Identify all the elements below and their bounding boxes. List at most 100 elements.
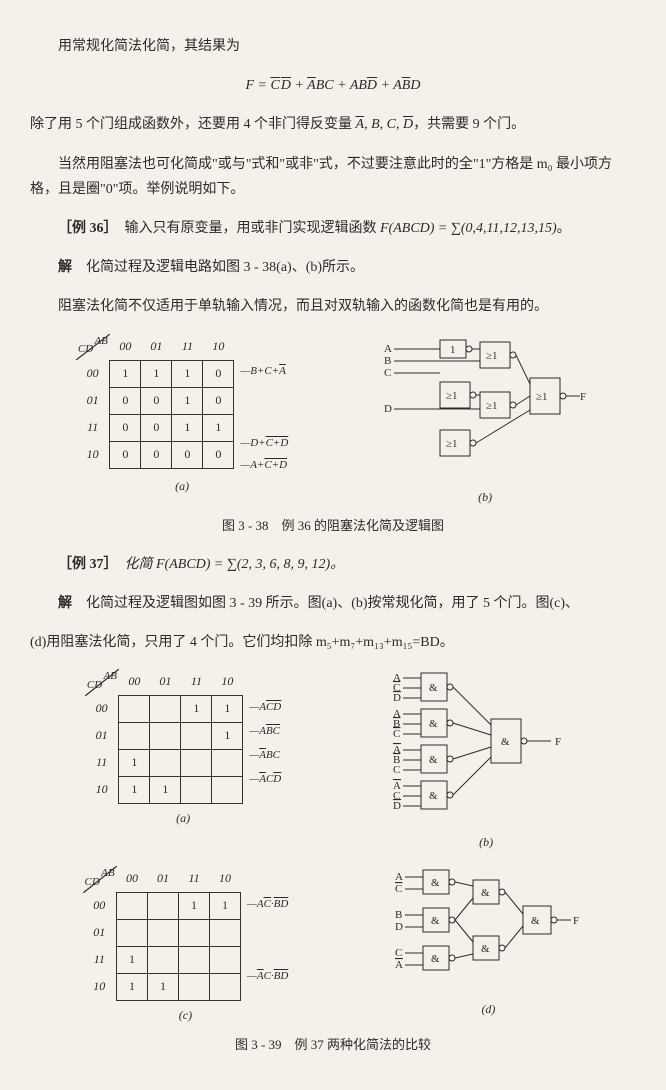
c: 1 — [210, 893, 241, 920]
cell: 0 — [141, 387, 172, 414]
svg-text:&: & — [481, 887, 490, 899]
formula-f: F = CD + ABC + ABD + ABD — [30, 73, 636, 98]
c — [148, 947, 179, 974]
fig39-sub-a: (a) — [85, 808, 281, 830]
example-37: ［例 37］ 化简 F(ABCD) = ∑(2, 3, 6, 8, 9, 12)… — [30, 552, 636, 577]
hdr-10: 10 — [203, 334, 234, 361]
r: 10 — [83, 974, 117, 1001]
ex36-body-b: 。 — [557, 221, 571, 236]
example-36: ［例 36］ 输入只有原变量，用或非门实现逻辑函数 F(ABCD) = ∑(0,… — [30, 216, 636, 241]
svg-text:≥1: ≥1 — [486, 350, 498, 362]
svg-text:A: A — [395, 959, 403, 971]
fig39-circuit-d: AC & BD & CA & & & & F (d) — [393, 866, 583, 1021]
r: 11 — [85, 750, 119, 777]
kmap-ab: AB — [94, 332, 107, 352]
fig39-sub-c: (c) — [83, 1005, 289, 1027]
fig38-kmap: ABCD 00 01 11 10 00 1110 01 0010 11 0011… — [76, 334, 288, 498]
kmap39a-terms: — ACD — ABC — ABC — ACD — [249, 673, 281, 791]
cd: CD — [87, 676, 102, 696]
c: 1 — [179, 893, 210, 920]
figure-3-38: ABCD 00 01 11 10 00 1110 01 0010 11 0011… — [30, 334, 636, 509]
svg-text:&: & — [429, 790, 438, 802]
c: 1 — [212, 723, 243, 750]
figure-3-39-row1: ABCD 00011110 0011 011 111 1011 — ACD — … — [30, 669, 636, 854]
svg-text:≥1: ≥1 — [536, 391, 548, 403]
h: 10 — [212, 669, 243, 696]
svg-text:D: D — [384, 403, 392, 415]
svg-text:&: & — [481, 943, 490, 955]
c — [179, 920, 210, 947]
svg-text:F: F — [555, 736, 561, 748]
h: 11 — [179, 866, 210, 893]
p2a: 除了用 5 个门组成函数外，还要用 4 个非门得反变量 — [30, 117, 356, 132]
para-intro-1: 用常规化简法化简，其结果为 — [30, 34, 636, 59]
row-00: 00 — [76, 360, 110, 387]
svg-text:C: C — [384, 367, 391, 379]
c: 1 — [117, 974, 148, 1001]
fig38-caption: 图 3 - 38 例 36 的阻塞法化简及逻辑图 — [30, 514, 636, 537]
h: 00 — [119, 669, 150, 696]
hdr-11: 11 — [172, 334, 203, 361]
svg-text:&: & — [531, 915, 540, 927]
c — [210, 947, 241, 974]
figure-3-39-row2: ABCD 00011110 0011 01 111 1011 — AC·BD —… — [30, 866, 636, 1027]
row-11: 11 — [76, 414, 110, 441]
c: 1 — [117, 947, 148, 974]
svg-text:A: A — [395, 871, 403, 883]
svg-text:F: F — [573, 915, 579, 927]
cell: 0 — [110, 441, 141, 468]
svg-text:C: C — [395, 947, 402, 959]
h: 01 — [150, 669, 181, 696]
svg-text:C: C — [393, 728, 400, 740]
fig39-kmap-a: ABCD 00011110 0011 011 111 1011 — ACD — … — [85, 669, 281, 830]
c — [210, 920, 241, 947]
r: 01 — [83, 920, 117, 947]
cell: 0 — [203, 360, 234, 387]
ex36-sol-label: 解 — [58, 260, 72, 275]
formula-lhs: F = — [246, 78, 271, 93]
cell: 0 — [203, 387, 234, 414]
svg-text:C: C — [395, 883, 402, 895]
h: 00 — [117, 866, 148, 893]
ex37-sol-a: 化简过程及逻辑图如图 3 - 39 所示。图(a)、(b)按常规化简，用了 5 … — [86, 596, 579, 611]
svg-text:1: 1 — [450, 344, 456, 356]
circuit-39d-svg: AC & BD & CA & & & & F — [393, 866, 583, 986]
ex37-solution-2: (d)用阻塞法化简，只用了 4 个门。它们均扣除 m₅+m₇+m₁₃+m₁₅=B… — [30, 630, 636, 655]
h: 01 — [148, 866, 179, 893]
h: 11 — [181, 669, 212, 696]
svg-text:&: & — [429, 718, 438, 730]
r: 11 — [83, 947, 117, 974]
cell: 0 — [203, 441, 234, 468]
kmap36-terms: — B+C+A — D+C+D — A+C+D — [240, 338, 288, 472]
ex36-label: ［例 36］ — [58, 221, 111, 236]
para-intro-3: 当然用阻塞法也可化简成"或与"式和"或非"式，不过要注意此时的全"1"方格是 m… — [30, 152, 636, 202]
c: 1 — [212, 696, 243, 723]
ex36-note: 阻塞法化简不仅适用于单轨输入情况，而且对双轨输入的函数化简也是有用的。 — [30, 294, 636, 319]
c — [179, 947, 210, 974]
c — [119, 723, 150, 750]
c — [148, 920, 179, 947]
ex37-solution: 解 化简过程及逻辑图如图 3 - 39 所示。图(a)、(b)按常规化简，用了 … — [30, 591, 636, 616]
c — [179, 974, 210, 1001]
svg-text:F: F — [580, 391, 586, 403]
ex36-sol-body: 化简过程及逻辑电路如图 3 - 38(a)、(b)所示。 — [86, 260, 364, 275]
cell: 0 — [110, 387, 141, 414]
cell: 0 — [141, 414, 172, 441]
fig39-caption: 图 3 - 39 例 37 两种化简法的比较 — [30, 1033, 636, 1056]
svg-text:D: D — [393, 800, 401, 812]
c — [148, 893, 179, 920]
cell: 1 — [141, 360, 172, 387]
r: 00 — [85, 696, 119, 723]
svg-text:&: & — [501, 736, 510, 748]
c: 1 — [181, 696, 212, 723]
cell: 0 — [141, 441, 172, 468]
svg-text:&: & — [431, 953, 440, 965]
h: 10 — [210, 866, 241, 893]
r: 00 — [83, 893, 117, 920]
c — [212, 777, 243, 804]
c — [150, 750, 181, 777]
para-intro-2: 除了用 5 个门组成函数外，还要用 4 个非门得反变量 A, B, C, D，共… — [30, 112, 636, 137]
c: 1 — [150, 777, 181, 804]
fig39-sub-b: (b) — [391, 832, 581, 854]
cell: 1 — [203, 414, 234, 441]
